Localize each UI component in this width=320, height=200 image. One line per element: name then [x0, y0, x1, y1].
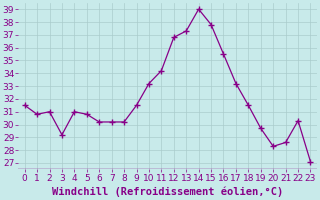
X-axis label: Windchill (Refroidissement éolien,°C): Windchill (Refroidissement éolien,°C): [52, 187, 283, 197]
